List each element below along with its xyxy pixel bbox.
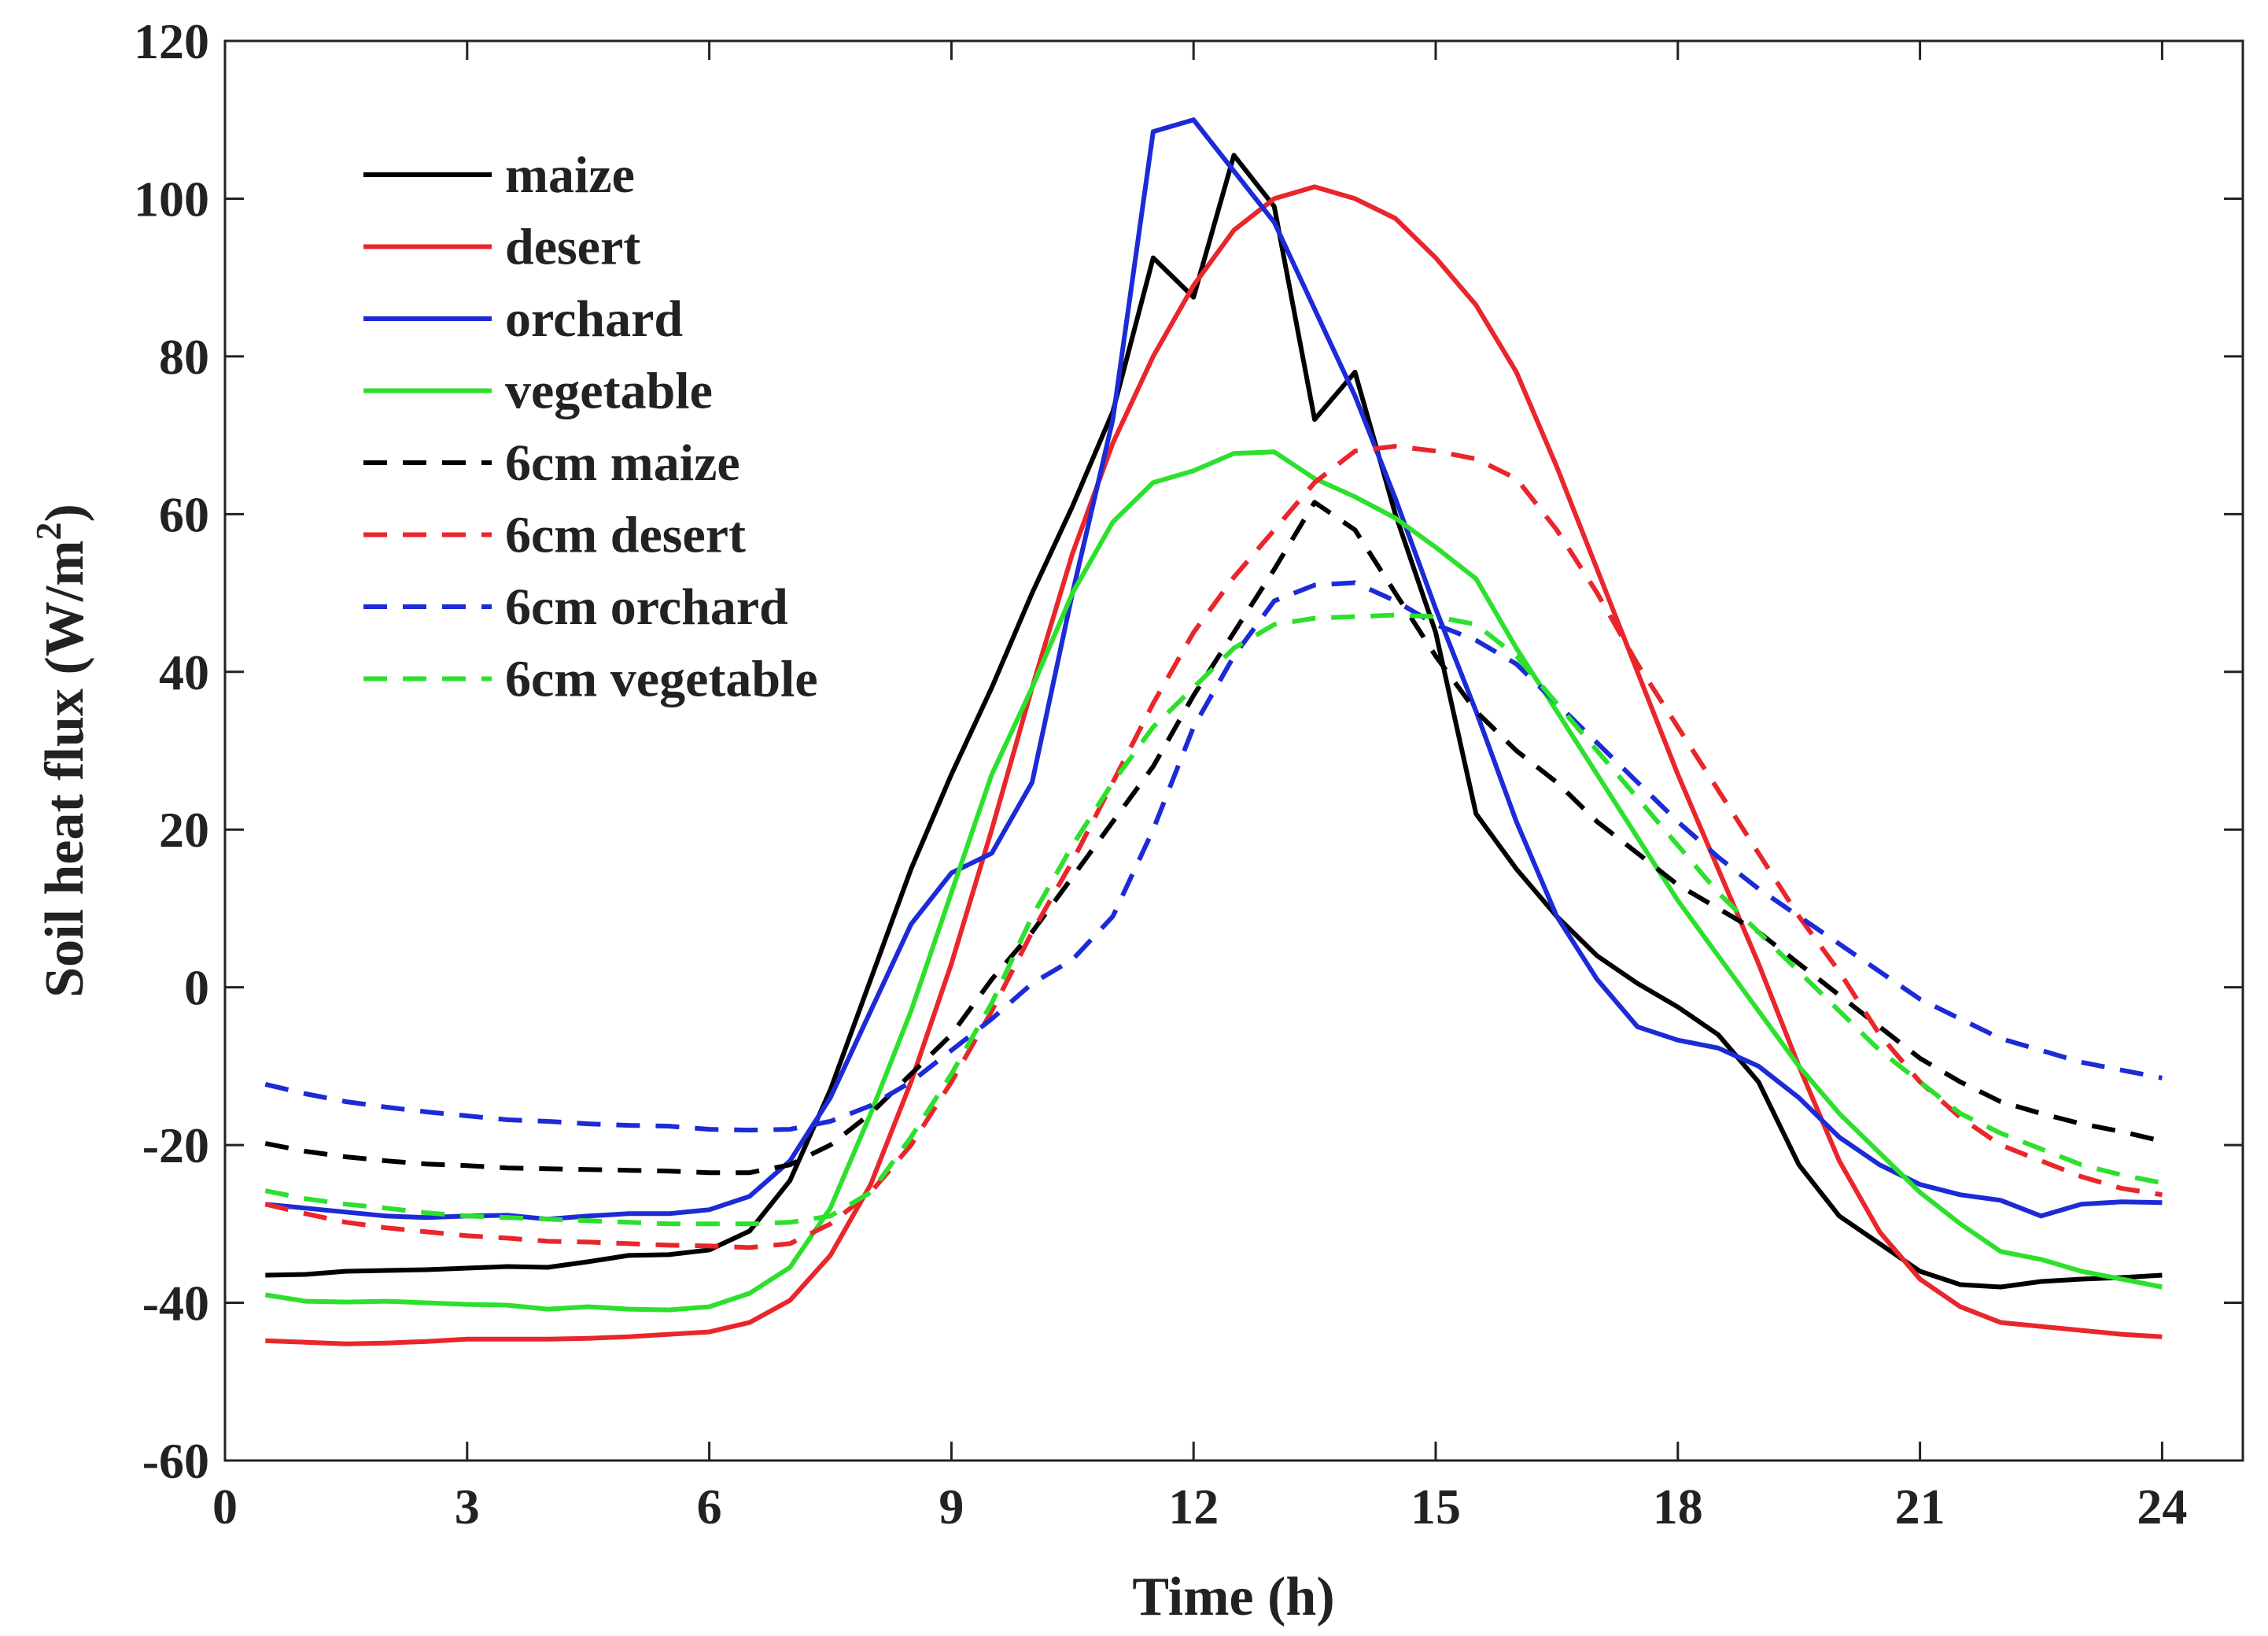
- y-tick-label: -20: [142, 1117, 209, 1173]
- series-line-6cm-desert: [264, 444, 2163, 1250]
- y-axis-title-close: ): [35, 504, 95, 522]
- y-tick-label: 40: [159, 644, 209, 700]
- y-axis-title: Soil heat flux (W/m2): [28, 504, 95, 998]
- x-tick-label: 9: [939, 1479, 964, 1534]
- x-axis-title: Time (h): [1132, 1567, 1334, 1627]
- legend-label-6cm-orchard: 6cm orchard: [505, 578, 788, 636]
- ticks-layer: 0 3 6 9 12 15 18 21 24 -60 -40 -20 0 20 40 60 80 100 120: [134, 13, 2243, 1534]
- x-tick-label: 3: [455, 1479, 480, 1534]
- y-tick-label: 120: [134, 13, 209, 69]
- series-layer: [264, 117, 2163, 1346]
- y-axis-title-superscript: 2: [28, 522, 68, 540]
- legend-label-6cm-vegetable: 6cm vegetable: [505, 651, 818, 708]
- series-line-6cm-maize: [264, 500, 2163, 1176]
- series-line-6cm-orchard: [264, 580, 2163, 1133]
- legend: maize desert orchard vegetable 6cm maize 6cm …: [363, 146, 818, 708]
- legend-label-orchard: orchard: [505, 290, 683, 348]
- y-tick-label: -60: [142, 1433, 209, 1489]
- x-tick-label: 21: [1895, 1479, 1945, 1534]
- series-line-orchard: [265, 117, 2163, 1222]
- y-tick-label: 0: [184, 960, 209, 1016]
- y-tick-label: -40: [142, 1276, 209, 1331]
- y-tick-label: 60: [159, 486, 209, 542]
- x-tick-label: 24: [2137, 1479, 2187, 1534]
- x-tick-label: 12: [1168, 1479, 1219, 1534]
- x-tick-label: 0: [212, 1479, 238, 1534]
- y-tick-label: 20: [159, 802, 209, 858]
- legend-label-maize: maize: [505, 146, 635, 204]
- legend-label-desert: desert: [505, 219, 640, 276]
- legend-label-6cm-desert: 6cm desert: [505, 507, 746, 564]
- series-line-6cm-vegetable: [264, 612, 2163, 1227]
- y-tick-label: 80: [159, 329, 209, 385]
- x-tick-label: 6: [697, 1479, 722, 1534]
- x-tick-label: 18: [1653, 1479, 1703, 1534]
- series-line-vegetable: [264, 449, 2163, 1313]
- plot-frame: [223, 39, 2244, 1462]
- series-line-maize: [265, 153, 2163, 1290]
- x-tick-label: 15: [1411, 1479, 1461, 1534]
- legend-label-vegetable: vegetable: [505, 363, 713, 420]
- legend-label-6cm-maize: 6cm maize: [505, 434, 740, 492]
- series-line-desert: [265, 184, 2163, 1346]
- y-axis-title-main: Soil heat flux (W/m: [35, 540, 95, 997]
- y-tick-label: 100: [134, 171, 209, 227]
